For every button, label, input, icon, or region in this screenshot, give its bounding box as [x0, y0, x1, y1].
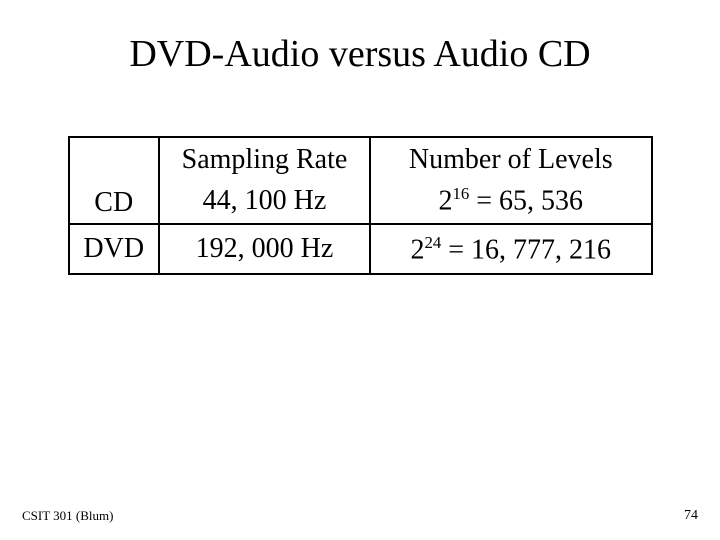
footer-course: CSIT 301 (Blum) — [22, 508, 114, 524]
dvd-rate: 192, 000 Hz — [159, 224, 370, 274]
header-levels: Number of Levels — [370, 137, 651, 180]
comparison-table-wrap: CD Sampling Rate Number of Levels 44, 10… — [48, 136, 672, 275]
slide-number: 74 — [684, 508, 698, 524]
slide-title: DVD-Audio versus Audio CD — [48, 32, 672, 76]
slide: DVD-Audio versus Audio CD CD Sampling Ra… — [0, 0, 720, 540]
cd-rate: 44, 100 Hz — [159, 180, 370, 224]
cd-levels: 216 = 65, 536 — [370, 180, 651, 224]
dvd-levels: 224 = 16, 777, 216 — [370, 224, 651, 274]
table-row-header-cd: CD Sampling Rate Number of Levels — [69, 137, 652, 180]
row-label-cd: CD — [69, 137, 159, 224]
row-label-dvd: DVD — [69, 224, 159, 274]
table-row-dvd: DVD 192, 000 Hz 224 = 16, 777, 216 — [69, 224, 652, 274]
comparison-table: CD Sampling Rate Number of Levels 44, 10… — [68, 136, 653, 275]
header-sampling-rate: Sampling Rate — [159, 137, 370, 180]
